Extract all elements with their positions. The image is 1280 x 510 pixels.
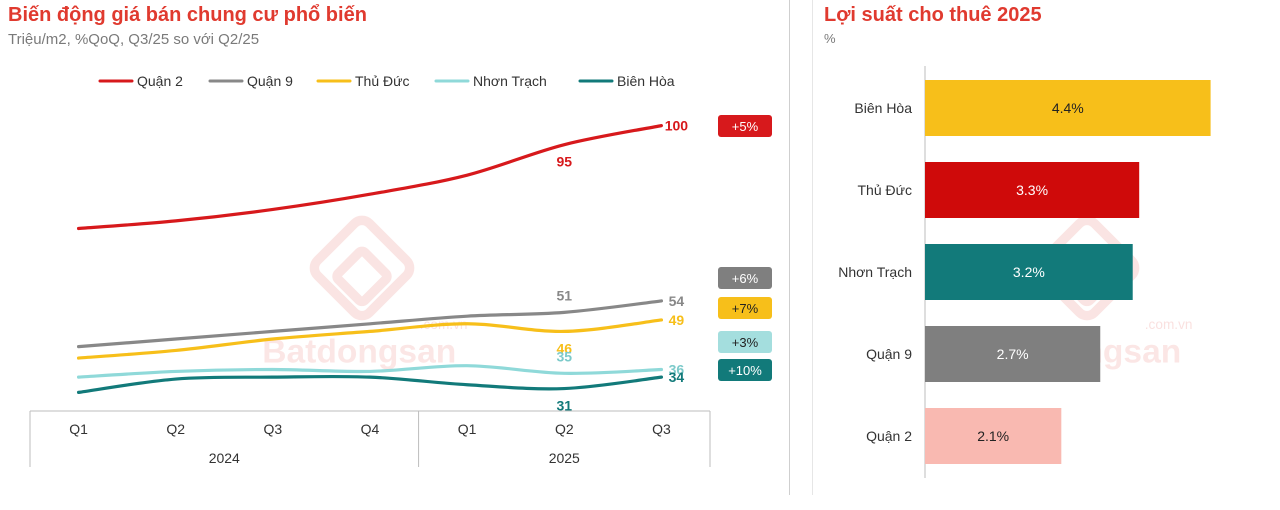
change-badge-text-quan-2: +5%	[732, 119, 759, 134]
legend-label-thu-duc: Thủ Đức	[355, 73, 410, 89]
change-badge-bg-thu-duc	[718, 297, 772, 319]
change-badge-bg-quan-2	[718, 115, 772, 137]
bar-bien-hoa	[925, 80, 1211, 136]
line-watermark-logo	[309, 215, 415, 321]
x-tick-label-2: Q2	[166, 421, 185, 437]
legend-label-quan-9: Quận 9	[247, 73, 293, 89]
legend-label-quan-2: Quận 2	[137, 73, 183, 89]
panel-divider-secondary	[812, 0, 813, 495]
bar-category-label-thu-duc: Thủ Đức	[858, 182, 913, 198]
data-label-nhon-trach-6: 35	[556, 348, 572, 364]
bar-thu-duc	[925, 162, 1140, 218]
panel-divider	[789, 0, 790, 495]
change-badge-bg-bien-hoa	[718, 359, 772, 381]
rental-yield-title: Lợi suất cho thuê 2025	[824, 4, 1042, 26]
price-chart-subtitle: Triệu/m2, %QoQ, Q3/25 so với Q2/25	[8, 31, 260, 48]
bar-quan-9	[925, 326, 1101, 382]
change-badge-bien-hoa: +10%	[718, 359, 772, 381]
bar-quan-2	[925, 408, 1062, 464]
change-badge-quan-9: +6%	[718, 267, 772, 289]
rental-yield-unit: %	[824, 31, 836, 46]
data-label-bien-hoa-7: 34	[669, 369, 685, 385]
bar-value-label-bien-hoa: 4.4%	[1052, 100, 1084, 116]
change-badge-text-quan-9: +6%	[732, 271, 759, 286]
data-label-quan-2-6: 95	[556, 154, 572, 170]
year-label-2025: 2025	[549, 450, 580, 466]
bar-value-label-quan-9: 2.7%	[997, 346, 1029, 362]
rental-yield-panel: Lợi suất cho thuê 2025 % Batdongsan.com.…	[812, 0, 1280, 510]
line-watermark-diamond-outer	[309, 215, 415, 321]
bar-category-label-bien-hoa: Biên Hòa	[854, 100, 912, 116]
change-badge-quan-2: +5%	[718, 115, 772, 137]
bar-nhon-trach	[925, 244, 1133, 300]
bar-value-label-quan-2: 2.1%	[977, 428, 1009, 444]
price-chart-panel: Biến động giá bán chung cư phổ biến Triệ…	[8, 4, 772, 467]
data-label-thu-duc-7: 49	[669, 312, 685, 328]
change-badge-bg-nhon-trach	[718, 331, 772, 353]
year-label-2024: 2024	[209, 450, 240, 466]
change-badge-text-nhon-trach: +3%	[732, 335, 759, 350]
data-label-quan-2-7: 100	[665, 118, 689, 134]
change-badge-text-bien-hoa: +10%	[728, 363, 762, 378]
line-watermark-brand: Batdongsan	[262, 334, 456, 371]
series-line-quan-2	[76, 124, 664, 231]
bar-value-label-thu-duc: 3.3%	[1016, 182, 1048, 198]
change-badge-nhon-trach: +3%	[718, 331, 772, 353]
x-tick-label-6: Q2	[555, 421, 574, 437]
data-label-bien-hoa-6: 31	[556, 398, 572, 414]
change-badge-text-thu-duc: +7%	[732, 301, 759, 316]
bar-category-label-quan-2: Quận 2	[866, 428, 912, 444]
series-line-bien-hoa	[76, 374, 664, 394]
data-label-quan-9-6: 51	[556, 287, 572, 303]
bar-watermark-domain: .com.vn	[1145, 317, 1193, 332]
x-tick-label-4: Q4	[361, 421, 380, 437]
data-label-thu-duc-6: 46	[556, 340, 572, 356]
x-tick-label-7: Q3	[652, 421, 671, 437]
change-badge-thu-duc: +7%	[718, 297, 772, 319]
change-badge-bg-quan-9	[718, 267, 772, 289]
price-chart-title: Biến động giá bán chung cư phổ biến	[8, 4, 367, 26]
legend-label-bien-hoa: Biên Hòa	[617, 73, 675, 89]
bar-category-label-quan-9: Quận 9	[866, 346, 912, 362]
data-label-nhon-trach-7: 36	[669, 362, 685, 378]
data-label-quan-9-7: 54	[669, 293, 685, 309]
bar-category-label-nhon-trach: Nhơn Trạch	[838, 264, 912, 280]
line-watermark-diamond-inner	[332, 246, 392, 307]
x-tick-label-1: Q1	[69, 421, 88, 437]
x-tick-label-5: Q1	[458, 421, 477, 437]
bar-value-label-nhon-trach: 3.2%	[1013, 264, 1045, 280]
x-tick-label-3: Q3	[264, 421, 283, 437]
legend-label-nhon-trach: Nhơn Trạch	[473, 73, 547, 89]
